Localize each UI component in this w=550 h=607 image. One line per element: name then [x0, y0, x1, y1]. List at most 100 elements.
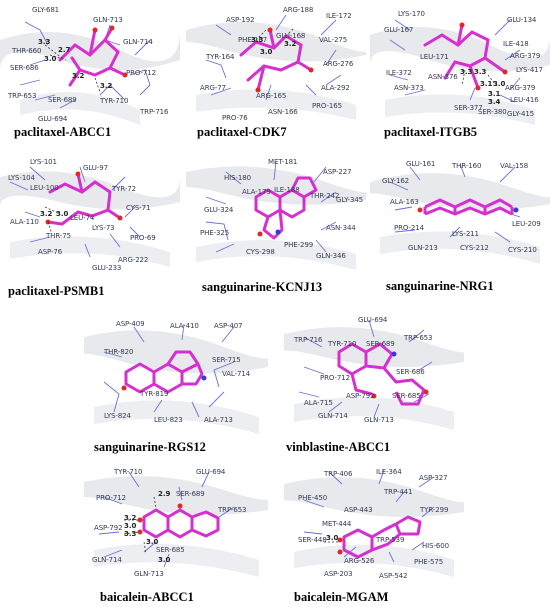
residue-label: HIS-180	[224, 174, 251, 182]
residue-label: ASP-409	[116, 320, 145, 328]
residue-label: GLY-345	[336, 196, 364, 204]
docking-view	[0, 21, 180, 125]
residue-label: ALA-410	[170, 322, 199, 330]
residue-label: ILE-372	[386, 69, 412, 77]
residue-label: GLN-714	[123, 38, 153, 46]
distance-label: 3.1	[488, 90, 501, 98]
residue-label: GLY-681	[32, 6, 60, 14]
residue-label: ASP-443	[344, 506, 373, 514]
docking-view	[370, 163, 550, 264]
residue-label: GLU-694	[38, 115, 68, 123]
residue-label: ALA-110	[10, 218, 39, 226]
distance-label: 3.0	[44, 55, 57, 63]
distance-label: 3.3	[460, 68, 473, 76]
residue-label: PHE-450	[298, 494, 328, 502]
residue-label: LEU-416	[510, 96, 539, 104]
residue-label: GLY-415	[507, 110, 535, 118]
residue-label: ARG-379	[505, 84, 536, 92]
residue-label: ASN-166	[268, 108, 298, 116]
residue-label: LEU-209	[512, 220, 541, 228]
docking-view	[284, 319, 464, 430]
residue-label: VAL-275	[319, 36, 348, 44]
residue-label: THR-660	[12, 47, 42, 55]
residue-label: CYS-210	[508, 246, 537, 254]
residue-label: TRP-716	[294, 336, 323, 344]
residue-label: ILE-172	[326, 12, 352, 20]
panel-vinblastine-abcc1: GLU-694 TRP-716 TYR-710 SER-689 TRP-653 …	[284, 312, 464, 444]
residue-label: ALA-179	[242, 188, 271, 196]
residue-label: GLU-134	[507, 16, 537, 24]
residue-label: ARG-188	[283, 6, 314, 14]
residue-label: ALA-715	[304, 399, 333, 407]
residue-label: ASP-227	[323, 168, 352, 176]
residue-label: PRO-712	[320, 374, 350, 382]
residue-label: ARG-526	[344, 557, 375, 565]
residue-label: VAL-714	[222, 370, 251, 378]
panel-sanguinarine-kcnj13: MET-181 ASP-227 HIS-180 ILE-188 ALA-179 …	[186, 152, 366, 284]
residue-label: SER-448	[298, 536, 327, 544]
distance-label: 2.7	[58, 46, 71, 54]
residue-label: LYS-824	[104, 412, 131, 420]
residue-label: THR-820	[104, 348, 134, 356]
distance-label: 3.0	[260, 48, 273, 56]
residue-label: ILE-418	[503, 40, 529, 48]
panel-caption: sanguinarine-KCNJ13	[202, 280, 323, 294]
residue-label: PRO-165	[312, 102, 342, 110]
residue-label: SER-685	[392, 392, 421, 400]
residue-label: ASP-407	[214, 322, 243, 330]
distance-label: 3.3	[474, 68, 487, 76]
residue-label: PHE-325	[200, 229, 230, 237]
distance-label: 3.3	[38, 38, 51, 46]
distance-label: 3.2	[124, 514, 137, 522]
panel-sanguinarine-rgs12: ASP-409 ALA-410 ASP-407 THR-820 SER-715 …	[84, 312, 268, 444]
distance-label: 3.0	[158, 556, 171, 564]
residue-label: TYR-72	[112, 185, 136, 193]
residue-label: GLN-713	[93, 16, 123, 24]
residue-label: TRP-653	[8, 92, 37, 100]
residue-label: ASN-376	[428, 73, 458, 81]
residue-label: ASP-327	[419, 474, 448, 482]
residue-label: ILE-364	[376, 468, 402, 476]
residue-label: PHE-575	[414, 558, 444, 566]
residue-label: ARG-276	[323, 60, 354, 68]
panel-caption: baicalein-MGAM	[294, 590, 389, 604]
residue-label: TYR-710	[100, 97, 129, 105]
residue-label: SER-689	[48, 96, 77, 104]
residue-label: SER-715	[212, 356, 241, 364]
panel-baicalein-mgam: TRP-406 ILE-364 ASP-327 PHE-450 TRP-441 …	[284, 462, 464, 587]
distance-label: 3.4	[488, 98, 501, 106]
residue-label: GLU-168	[276, 32, 306, 40]
residue-label: VAL-158	[500, 162, 529, 170]
residue-label: GLU-324	[204, 206, 234, 214]
residue-label: GLN-213	[408, 244, 438, 252]
residue-label: GLU-694	[358, 316, 388, 324]
residue-label: GLU-167	[384, 26, 414, 34]
distance-label: 3.3	[251, 36, 264, 44]
residue-label: TRP-653	[404, 334, 433, 342]
residue-label: GLU-233	[92, 264, 122, 272]
residue-label: TRP-406	[324, 470, 353, 478]
residue-label: GLN-713	[134, 570, 164, 578]
panel-caption: paclitaxel-CDK7	[197, 125, 287, 139]
distance-label: 3.0	[493, 80, 506, 88]
distance-label: 3.0	[56, 210, 69, 218]
residue-label: TRP-539	[376, 536, 405, 544]
distance-label: 3.1	[480, 80, 493, 88]
residue-label: PRO-69	[130, 234, 156, 242]
distance-label: 3.0	[326, 534, 339, 542]
residue-label: CYS-298	[246, 248, 275, 256]
panel-paclitaxel-itgb5: LYS-170 GLU-134 GLU-167 ILE-418 LEU-171 …	[370, 0, 550, 140]
panel-caption: sanguinarine-NRG1	[386, 279, 494, 293]
panel-caption: baicalein-ABCC1	[100, 590, 194, 604]
residue-label: LYS-104	[8, 174, 35, 182]
residue-label: SER-686	[10, 64, 39, 72]
residue-label: MET-444	[322, 520, 352, 528]
panel-paclitaxel-abcc1: GLY-681 GLN-713 THR-660 GLN-714 SER-686 …	[0, 0, 180, 140]
residue-label: SER-689	[176, 490, 205, 498]
docking-view	[186, 161, 366, 270]
residue-label: ASP-203	[324, 570, 353, 578]
residue-label: SER-686	[396, 368, 425, 376]
panel-baicalein-abcc1: TYR-710 GLU-694 PRO-712 SER-689 TRP-653 …	[84, 462, 268, 587]
residue-label: PHE-299	[284, 241, 314, 249]
residue-label: LEU-74	[70, 214, 95, 222]
